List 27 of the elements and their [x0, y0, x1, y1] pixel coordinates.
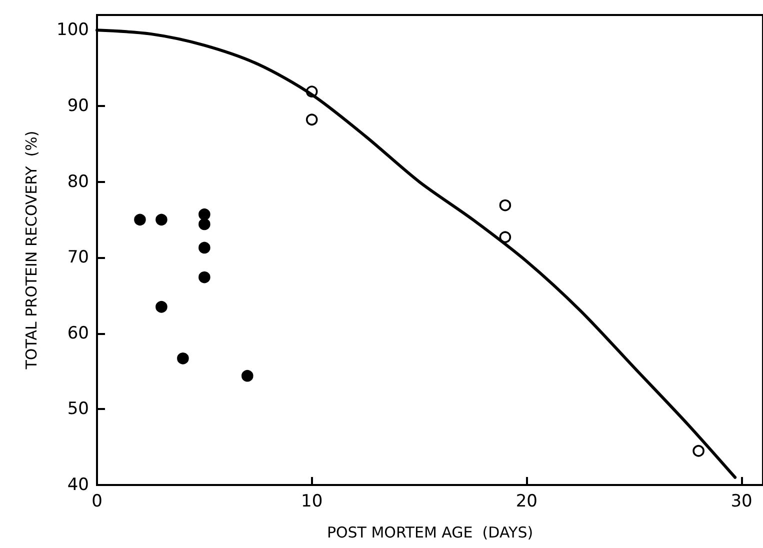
- y-tick-label: 60: [67, 323, 89, 344]
- point: [134, 214, 146, 226]
- x-tick-label: 20: [516, 492, 538, 512]
- point: [499, 231, 512, 244]
- x-axis-title: POST MORTEM AGE (DAYS): [326, 524, 534, 542]
- point: [198, 242, 210, 254]
- line-series: [96, 28, 737, 479]
- y-tick-label: 80: [67, 172, 89, 192]
- y-tick-label: 100: [56, 20, 89, 40]
- y-axis-title: TOTAL PROTEIN RECOVERY (%): [22, 130, 40, 370]
- point: [306, 114, 318, 126]
- y-tick-label: 50: [67, 399, 89, 420]
- x-tick-label: 0: [92, 492, 102, 512]
- y-tick-label: 70: [67, 248, 89, 268]
- point: [198, 271, 210, 284]
- point: [156, 214, 168, 226]
- point: [499, 199, 512, 212]
- x-tick-label: 10: [301, 492, 323, 512]
- point: [198, 208, 210, 220]
- x-tick-label: 30: [730, 492, 752, 512]
- y-tick-label: 90: [67, 96, 89, 116]
- y-tick-label: 40: [67, 475, 89, 495]
- point: [156, 300, 168, 313]
- point: [241, 370, 254, 382]
- point: [177, 352, 189, 364]
- point: [198, 218, 210, 230]
- point: [692, 444, 704, 457]
